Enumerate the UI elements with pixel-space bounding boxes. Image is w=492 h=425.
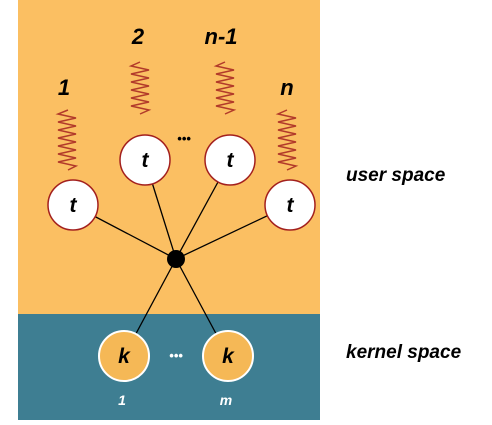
kernel-node-label: k (118, 345, 131, 368)
squiggle-thread-n-1 (213, 61, 237, 115)
kernel-thread-ellipsis: ••• (169, 348, 183, 363)
kernel-label-m: m (220, 392, 232, 408)
squiggle-thread-2 (128, 61, 152, 115)
user-thread-node-2: t (119, 134, 171, 186)
user-thread-node-n-1: t (204, 134, 256, 186)
kernel-label-1: 1 (118, 392, 126, 408)
user-thread-ellipsis: ••• (177, 131, 191, 146)
thread-node-label: t (142, 149, 150, 172)
hub-dot (167, 250, 185, 268)
user-space-label: user space (346, 165, 446, 186)
kernel-space-label: kernel space (346, 342, 462, 363)
kernel-space-region (18, 314, 320, 420)
kernel-node-label: k (222, 345, 235, 368)
user-thread-node-n: t (264, 179, 316, 231)
thread-label-1: 1 (58, 75, 70, 100)
kernel-thread-node-1: k (98, 330, 150, 382)
thread-label-n: n (280, 75, 293, 100)
squiggle-thread-1 (55, 109, 79, 171)
thread-label-n-1: n-1 (205, 24, 238, 49)
user-thread-node-1: t (47, 179, 99, 231)
thread-node-label: t (227, 149, 235, 172)
kernel-thread-node-m: k (202, 330, 254, 382)
thread-node-label: t (287, 194, 295, 217)
thread-node-label: t (70, 194, 78, 217)
squiggle-thread-n (275, 109, 299, 171)
thread-label-2: 2 (131, 24, 145, 49)
